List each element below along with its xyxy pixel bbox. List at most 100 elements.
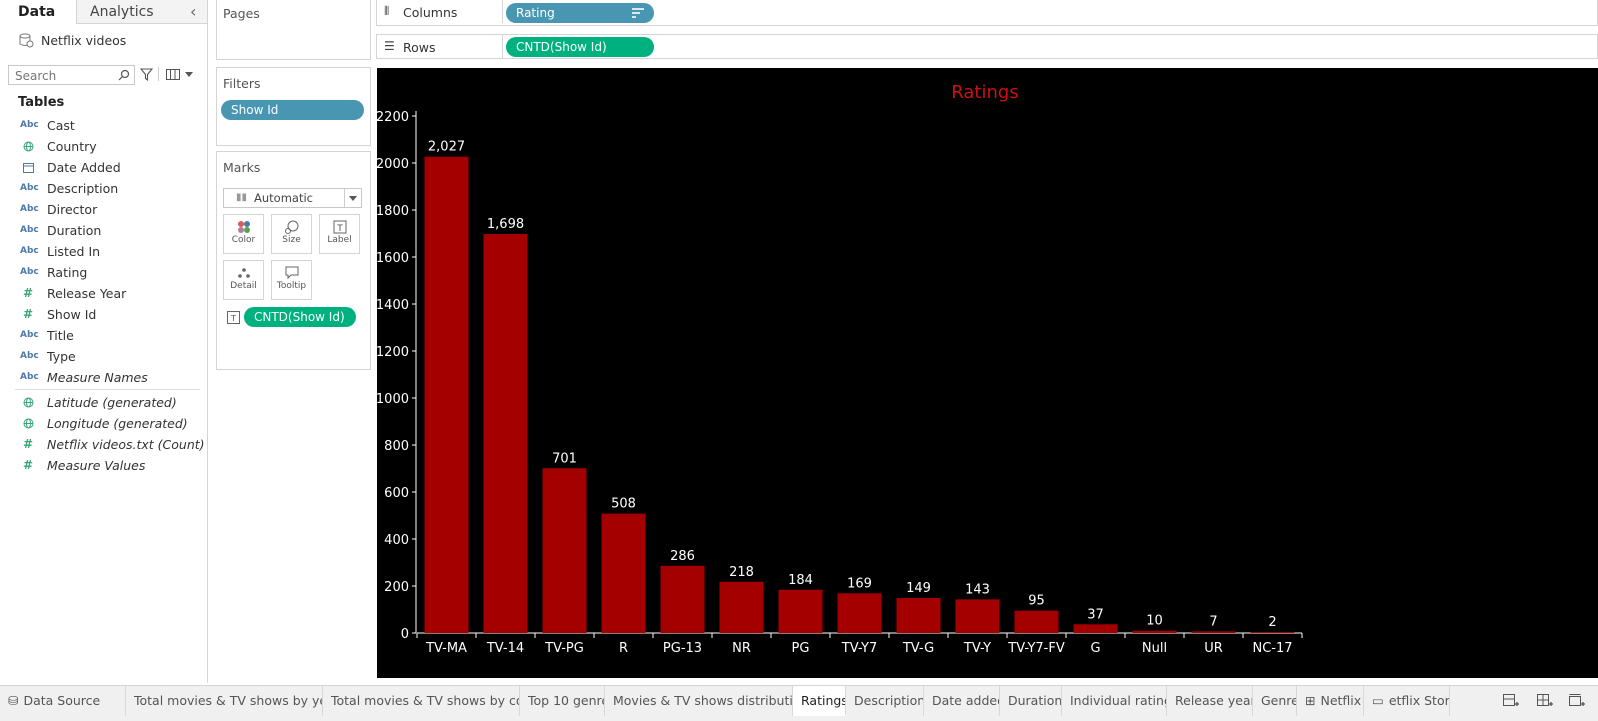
- label-label: Label: [327, 235, 352, 245]
- field-name: Director: [47, 202, 98, 217]
- mark-type-dropdown[interactable]: ▮▮ Automatic: [223, 188, 362, 208]
- sheet-tab[interactable]: Top 10 genre: [520, 686, 605, 716]
- sheet-tab-label: Description: [854, 693, 924, 708]
- filter-pill-show-id[interactable]: Show Id: [221, 100, 364, 120]
- y-tick-label: 800: [384, 439, 409, 454]
- globe-icon: [20, 397, 36, 411]
- pages-title: Pages: [223, 6, 260, 21]
- columns-shelf[interactable]: ⦀ Columns Rating: [376, 0, 1598, 26]
- bar[interactable]: [837, 593, 882, 633]
- viz-area[interactable]: Ratings 0 200 400 600 800 1000 1200 1400 1600 180…: [376, 68, 1598, 678]
- field-item[interactable]: Abc Description: [0, 179, 200, 199]
- new-story-icon[interactable]: [1569, 694, 1585, 708]
- rows-pill-cntd-show-id[interactable]: CNTD(Show Id): [506, 37, 654, 57]
- field-item[interactable]: # Show Id: [0, 305, 200, 325]
- field-item[interactable]: Abc Measure Names: [0, 368, 200, 388]
- field-item[interactable]: Country: [0, 137, 200, 157]
- sheet-tab[interactable]: ⊞ Netflix: [1297, 686, 1364, 716]
- collapse-pane-icon[interactable]: ‹: [190, 2, 197, 21]
- columns-pill-rating[interactable]: Rating: [506, 3, 654, 23]
- sheet-tab[interactable]: Genre: [1253, 686, 1297, 716]
- bar[interactable]: [483, 233, 528, 633]
- pages-card[interactable]: Pages: [216, 0, 371, 60]
- string-icon: Abc: [20, 372, 39, 382]
- field-item[interactable]: Abc Type: [0, 347, 200, 367]
- new-worksheet-icon[interactable]: [1503, 694, 1519, 708]
- data-label: 508: [611, 497, 636, 512]
- y-tick-label: 0: [401, 627, 409, 642]
- color-button[interactable]: Color: [223, 214, 264, 254]
- field-item[interactable]: Abc Cast: [0, 116, 200, 136]
- sort-icon[interactable]: [632, 8, 644, 18]
- sheet-tab[interactable]: Total movies & TV shows by cou...: [323, 686, 520, 716]
- x-tick-label: NC-17: [1252, 641, 1292, 656]
- datasource-item[interactable]: Netflix videos: [19, 32, 199, 50]
- x-tick-label: TV-MA: [425, 641, 467, 656]
- calendar-icon: [20, 162, 36, 176]
- y-tick-label: 1400: [377, 298, 409, 313]
- search-field[interactable]: [8, 65, 135, 86]
- rows-shelf[interactable]: ☰ Rows CNTD(Show Id): [376, 34, 1598, 59]
- new-dashboard-icon[interactable]: [1537, 694, 1553, 708]
- bar[interactable]: [601, 513, 646, 633]
- bar[interactable]: [1132, 630, 1177, 633]
- bar[interactable]: [896, 597, 941, 633]
- data-label: 701: [552, 451, 577, 466]
- bar[interactable]: [955, 599, 1000, 633]
- marks-pill-cntd-show-id[interactable]: CNTD(Show Id): [244, 307, 356, 327]
- sheet-tab[interactable]: ⛁ Data Source: [0, 686, 126, 716]
- bar[interactable]: [1191, 631, 1236, 633]
- field-item[interactable]: Abc Duration: [0, 221, 200, 241]
- filters-card[interactable]: Filters Show Id: [216, 67, 371, 146]
- sheet-tab[interactable]: Total movies & TV shows by year: [126, 686, 323, 716]
- y-tick-label: 200: [384, 580, 409, 595]
- data-label: 149: [906, 581, 931, 596]
- label-button[interactable]: T Label: [319, 214, 360, 254]
- detail-button[interactable]: Detail: [223, 260, 264, 300]
- field-item[interactable]: Latitude (generated): [0, 393, 200, 413]
- bar[interactable]: [778, 589, 823, 633]
- sheet-tab[interactable]: Movies & TV shows distribution: [605, 686, 793, 716]
- size-label: Size: [282, 235, 301, 245]
- field-item[interactable]: Abc Title: [0, 326, 200, 346]
- sheet-tab[interactable]: ▭ etflix Story: [1364, 686, 1450, 716]
- x-tick-label: PG-13: [663, 641, 702, 656]
- field-item[interactable]: Abc Rating: [0, 263, 200, 283]
- tab-data[interactable]: Data: [0, 0, 77, 24]
- bar[interactable]: [660, 565, 705, 633]
- bar[interactable]: [542, 468, 587, 633]
- field-name: Listed In: [47, 244, 101, 259]
- string-icon: Abc: [20, 246, 39, 256]
- chevron-down-icon[interactable]: [185, 72, 193, 77]
- sheet-tab[interactable]: Date added: [924, 686, 1000, 716]
- field-item[interactable]: Abc Director: [0, 200, 200, 220]
- bar[interactable]: [1073, 624, 1118, 633]
- filter-icon[interactable]: [140, 68, 153, 81]
- search-input[interactable]: [9, 66, 122, 86]
- field-item[interactable]: Abc Listed In: [0, 242, 200, 262]
- sheet-tab[interactable]: Ratings: [793, 686, 846, 716]
- search-icon[interactable]: [118, 69, 130, 81]
- field-item[interactable]: Date Added: [0, 158, 200, 178]
- field-item[interactable]: # Measure Values: [0, 456, 200, 476]
- field-item[interactable]: Longitude (generated): [0, 414, 200, 434]
- sheet-tab[interactable]: Release year: [1167, 686, 1253, 716]
- sheet-tab[interactable]: Description: [846, 686, 924, 716]
- field-item[interactable]: # Netflix videos.txt (Count): [0, 435, 205, 455]
- field-item[interactable]: # Release Year: [0, 284, 200, 304]
- view-options-icon[interactable]: [166, 69, 180, 80]
- sheet-tab[interactable]: Duration: [1000, 686, 1062, 716]
- tab-analytics[interactable]: Analytics ‹: [77, 0, 207, 24]
- sheet-tab-label: Duration: [1008, 693, 1062, 708]
- field-name: Longitude (generated): [47, 416, 188, 431]
- sheet-tab[interactable]: Individual rating: [1062, 686, 1167, 716]
- bar[interactable]: [1250, 632, 1295, 633]
- number-icon: #: [22, 307, 34, 321]
- tooltip-button[interactable]: Tooltip: [271, 260, 312, 300]
- bar[interactable]: [1014, 610, 1059, 633]
- bar[interactable]: [424, 156, 469, 633]
- ratings-bar-chart[interactable]: Ratings 0 200 400 600 800 1000 1200 1400 1600 180…: [376, 68, 1598, 678]
- shelf-divider: [502, 35, 503, 58]
- bar[interactable]: [719, 581, 764, 633]
- size-button[interactable]: Size: [271, 214, 312, 254]
